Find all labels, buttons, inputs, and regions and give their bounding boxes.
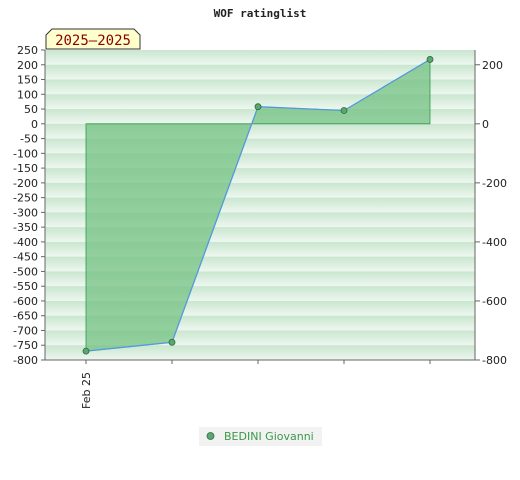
chart-title: WOF ratinglist — [214, 7, 307, 20]
left-tick-label: 100 — [17, 88, 38, 101]
grid-band — [45, 345, 475, 360]
left-tick-label: -600 — [13, 295, 38, 308]
legend: BEDINI Giovanni — [199, 427, 322, 446]
data-point — [426, 56, 434, 63]
right-tick-label: -600 — [482, 295, 507, 308]
left-tick-label: 150 — [17, 74, 38, 87]
right-axis: 200 0 -200 -400 -600 -800 — [474, 50, 507, 367]
data-point — [82, 347, 90, 355]
left-tick-label: -250 — [13, 192, 38, 205]
left-tick-label: -750 — [13, 339, 38, 352]
left-tick-label: 200 — [17, 59, 38, 72]
right-tick-label: -200 — [482, 177, 507, 190]
right-tick-label: -400 — [482, 236, 507, 249]
right-tick-label: 0 — [482, 118, 489, 131]
left-tick-label: -700 — [13, 324, 38, 337]
period-badge-label: 2025—2025 — [55, 33, 131, 49]
grid-band — [45, 50, 475, 65]
period-badge: 2025—2025 — [45, 28, 141, 50]
period-badge-shape — [45, 28, 141, 50]
left-tick-label: -300 — [13, 206, 38, 219]
left-tick-label: 50 — [24, 103, 38, 116]
left-tick-label: -650 — [13, 310, 38, 323]
area-layer — [82, 56, 434, 355]
data-point — [340, 107, 348, 114]
left-tick-label: -350 — [13, 221, 38, 234]
right-tick-label: 200 — [482, 59, 503, 72]
left-tick-label: -50 — [20, 133, 38, 146]
left-tick-label: -500 — [13, 265, 38, 278]
right-tick-label: -800 — [482, 354, 507, 367]
left-tick-label: -200 — [13, 177, 38, 190]
data-point — [254, 103, 262, 111]
left-tick-label: -400 — [13, 236, 38, 249]
legend-box — [199, 427, 322, 446]
left-tick-label: 250 — [17, 44, 38, 57]
left-tick-label: -450 — [13, 251, 38, 264]
legend-marker-icon — [206, 432, 215, 440]
left-tick-label: -550 — [13, 280, 38, 293]
legend-series-label: BEDINI Giovanni — [224, 430, 314, 443]
left-tick-label: -800 — [13, 354, 38, 367]
left-tick-label: -100 — [13, 147, 38, 160]
left-tick-label: 0 — [31, 118, 38, 131]
grid-band — [45, 79, 475, 95]
x-axis: Feb 25 — [45, 359, 475, 409]
x-tick-label: Feb 25 — [80, 372, 93, 409]
grid-band — [45, 64, 475, 80]
data-point — [168, 338, 176, 346]
left-tick-label: -150 — [13, 162, 38, 175]
